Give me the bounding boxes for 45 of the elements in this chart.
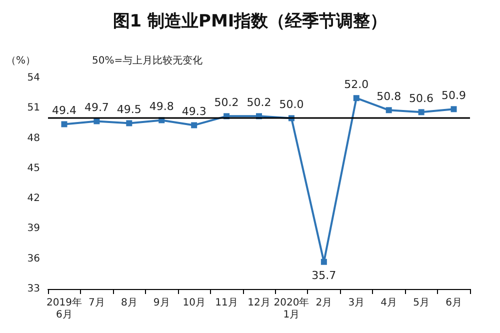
data-label: 49.5 xyxy=(116,103,142,116)
x-tick-label: 8月 xyxy=(120,298,138,308)
y-tick-label: 51 xyxy=(27,102,40,114)
x-tick-label: 10月 xyxy=(182,298,206,308)
y-tick-label: 54 xyxy=(27,72,40,84)
data-label: 50.6 xyxy=(409,92,434,106)
chart-title: 图1 制造业PMI指数（经季节调整） xyxy=(112,12,388,32)
y-tick-label: 39 xyxy=(27,223,40,234)
data-label: 52.0 xyxy=(344,78,369,92)
data-label: 50.2 xyxy=(214,96,239,110)
data-label: 50.2 xyxy=(246,96,272,110)
point xyxy=(450,106,457,112)
x-tick-label: 9月 xyxy=(153,298,170,308)
data-label: 49.8 xyxy=(149,100,174,114)
point xyxy=(386,107,392,114)
x-tick-label: 7月 xyxy=(88,298,105,308)
y-tick-label: 36 xyxy=(27,253,40,264)
x-tick-label: 6月 xyxy=(446,298,462,308)
y-tick-label: 48 xyxy=(27,132,40,144)
point xyxy=(191,122,198,128)
y-tick-label: 33 xyxy=(27,284,40,294)
x-tick-label: 11月 xyxy=(215,298,238,308)
point xyxy=(320,258,327,265)
x-tick-label: 2019年 6月 xyxy=(46,296,82,320)
data-label: 50.0 xyxy=(279,98,304,112)
y-tick-label: 45 xyxy=(27,162,40,174)
x-tick-label: 2020年 1月 xyxy=(274,296,310,320)
ref-line-label: 50%=与上月比较无变化 xyxy=(92,54,203,66)
x-tick-label: 5月 xyxy=(413,298,430,308)
x-tick-label: 3月 xyxy=(348,298,365,308)
data-label: 49.7 xyxy=(84,101,109,114)
y-tick-label: 42 xyxy=(27,193,40,204)
data-label: 50.8 xyxy=(376,90,402,104)
x-tick-label: 2月 xyxy=(316,298,332,308)
x-tick-label: 12月 xyxy=(248,298,270,308)
point xyxy=(353,95,360,102)
data-label: 35.7 xyxy=(312,268,336,282)
data-label: 49.4 xyxy=(52,104,76,118)
y-axis-title: （%） xyxy=(6,56,36,66)
point xyxy=(418,109,424,116)
x-tick-label: 4月 xyxy=(380,298,398,308)
point xyxy=(126,120,132,126)
data-label: 50.9 xyxy=(442,89,466,102)
data-label: 49.3 xyxy=(182,105,206,118)
point xyxy=(61,121,68,128)
